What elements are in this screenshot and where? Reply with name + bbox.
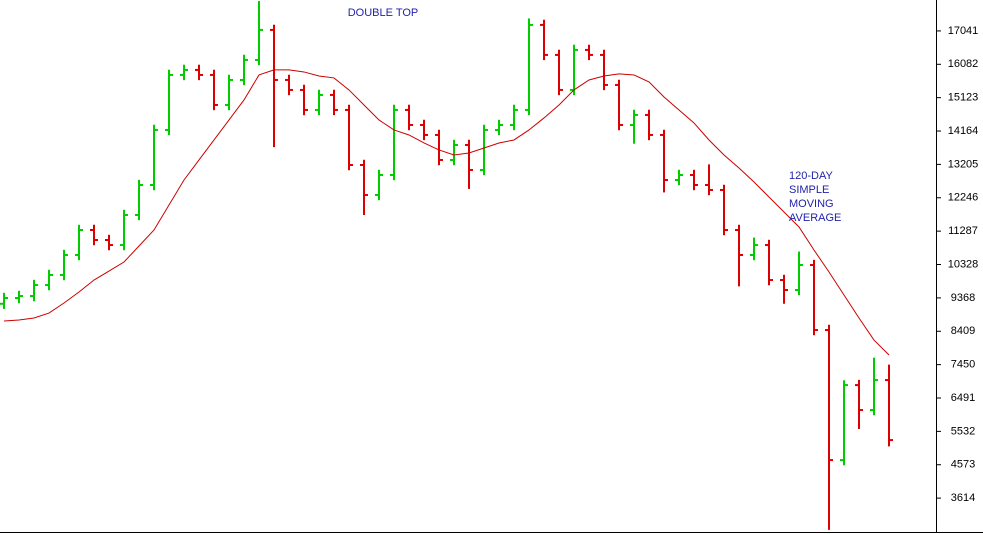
moving-average-line [3,69,890,356]
y-tick-label: 10328 [948,258,979,270]
y-tick-label: 14164 [948,125,979,137]
y-tick-label: 16082 [948,58,979,70]
annotation: MOVING [789,198,834,210]
y-tick-label: 6491 [951,392,975,404]
y-tick-label: 13205 [948,158,979,170]
annotation: AVERAGE [789,212,841,224]
y-tick-label: 5532 [951,425,975,437]
annotation: SIMPLE [789,184,829,196]
y-tick-label: 15123 [948,92,979,104]
y-tick-label: 11287 [948,225,978,237]
y-tick-label: 9368 [951,292,975,304]
y-tick-label: 17041 [948,25,979,37]
y-tick-label: 8409 [951,325,975,337]
y-tick-label: 4573 [951,459,975,471]
y-tick-label: 3614 [951,492,975,504]
annotation: 120-DAY [789,170,833,182]
y-tick-label: 12246 [948,192,979,204]
annotation: DOUBLE TOP [348,7,419,19]
y-tick-label: 7450 [951,359,975,371]
